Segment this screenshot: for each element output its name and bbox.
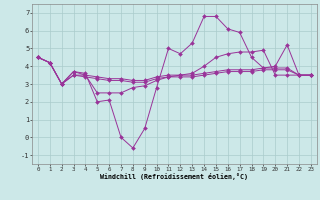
X-axis label: Windchill (Refroidissement éolien,°C): Windchill (Refroidissement éolien,°C) xyxy=(100,173,248,180)
